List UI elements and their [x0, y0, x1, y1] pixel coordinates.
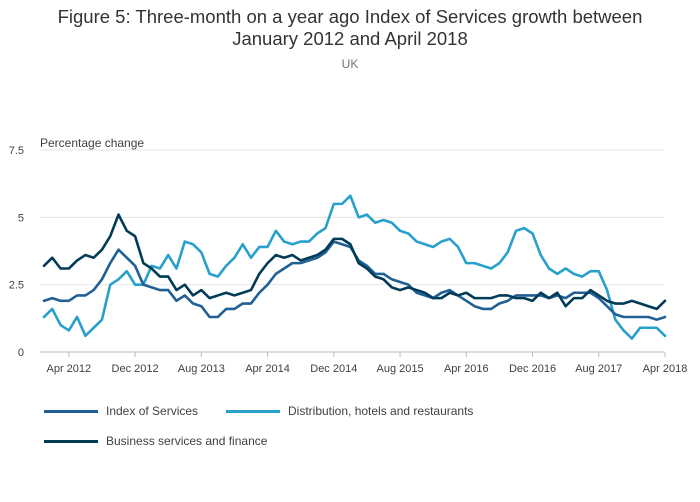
series-line-business-services-and-finance[interactable]	[42, 213, 667, 311]
chart-title-line-1: Figure 5: Three-month on a year ago Inde…	[57, 6, 643, 27]
legend-label: Index of Services	[106, 404, 199, 418]
legend-label: Distribution, hotels and restaurants	[288, 404, 474, 418]
legend-item-distribution[interactable]: Distribution, hotels and restaurants	[226, 404, 473, 418]
y-tick-label: 2.5	[9, 280, 24, 292]
y-tick-label: 5	[18, 212, 24, 224]
y-tick-label: 7.5	[9, 145, 24, 157]
legend-label: Business services and finance	[106, 434, 268, 448]
legend-swatch	[44, 439, 98, 443]
x-tick-label: Apr 2012	[47, 363, 92, 375]
x-tick-label: Dec 2014	[310, 363, 357, 375]
chart-subtitle: UK	[341, 57, 359, 71]
legend-swatch	[226, 409, 280, 413]
legend-item-index-of-services[interactable]: Index of Services	[44, 404, 198, 418]
x-tick-label: Dec 2012	[112, 363, 159, 375]
legend-item-business-services[interactable]: Business services and finance	[44, 434, 267, 448]
x-tick-label: Aug 2013	[178, 363, 225, 375]
x-tick-label: Aug 2017	[575, 363, 622, 375]
chart-title-line-2: January 2012 and April 2018	[232, 28, 468, 49]
x-tick-label: Apr 2018	[643, 363, 688, 375]
y-tick-label: 0	[18, 347, 24, 359]
legend-swatch	[44, 409, 98, 413]
x-tick-label: Aug 2015	[376, 363, 423, 375]
chart-title: Figure 5: Three-month on a year ago Inde…	[0, 6, 700, 50]
y-axis-label: Percentage change	[40, 136, 145, 150]
x-tick-label: Apr 2014	[245, 363, 290, 375]
series-line-distribution-hotels-and-restaurants[interactable]	[42, 194, 667, 340]
x-tick-label: Apr 2016	[444, 363, 489, 375]
x-tick-label: Dec 2016	[509, 363, 556, 375]
